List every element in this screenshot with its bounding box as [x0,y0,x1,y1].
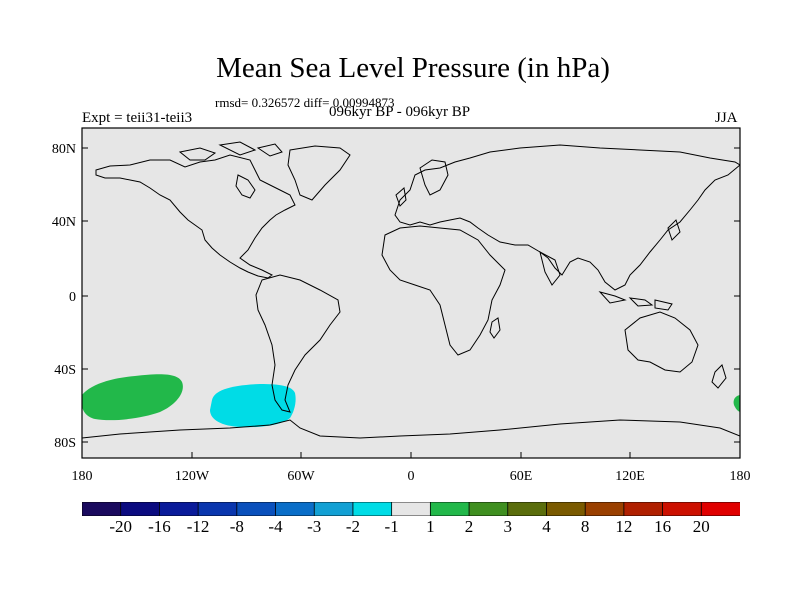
colorbar-label: 2 [464,517,474,536]
drake-passage-negative-anomaly [210,384,296,428]
indonesia-coastline [598,291,673,311]
lat-label-80n: 80N [52,142,76,157]
colorbar [82,502,740,516]
colorbar-swatch [82,502,122,516]
colorbar-swatch [275,502,316,516]
madagascar-coastline [489,317,501,339]
hudson-bay-coastline [235,174,256,199]
lat-label-40s: 40S [54,363,76,378]
new-zealand-coastline [711,364,727,389]
season-label: JJA [715,110,738,126]
australia-coastline [624,311,699,373]
colorbar-swatch [197,502,238,516]
colorbar-label: 20 [692,517,710,536]
colorbar-label: -16 [148,517,171,536]
lon-label-180e: 180 [730,469,751,484]
colorbar-label: -12 [186,517,210,536]
colorbar-swatch [584,502,625,516]
dateline-positive-anomaly [733,395,740,412]
colorbar-swatch [313,502,354,516]
south-pacific-positive-anomaly [82,374,183,421]
longitude-ticks [81,452,741,458]
colorbar-swatch [429,502,470,516]
colorbar-swatch [546,502,587,516]
colorbar-label: -4 [268,517,283,536]
colorbar-swatch [468,502,509,516]
south-america-coastline [255,274,341,413]
colorbar-label: -1 [384,517,399,536]
colorbar-label: 4 [542,517,551,536]
colorbar-label: -2 [345,517,361,536]
eurasia-coastline [394,144,740,291]
colorbar-swatch [120,502,161,516]
british-isles-coastline [395,187,407,207]
colorbar-label: 12 [615,517,633,536]
colorbar-swatch [159,502,200,516]
colorbar-label: -8 [229,517,244,536]
rmsd-diff-stats: rmsd= 0.326572 diff= 0.00994873 [215,95,395,110]
map-background [82,128,740,458]
north-america-coastline [95,154,296,279]
colorbar-swatch [236,502,277,516]
map-title: Mean Sea Level Pressure (in hPa) [216,52,610,84]
india-coastline [539,251,561,286]
colorbar-label: 8 [580,517,590,536]
colorbar-swatch [700,502,740,516]
lon-label-180w: 180 [72,469,93,484]
lon-label-120w: 120W [175,469,210,484]
lat-label-80s: 80S [54,436,76,451]
colorbar-label: 16 [654,517,672,536]
lat-label-eq: 0 [69,290,76,305]
period-label: 096kyr BP - 096kyr BP [329,104,471,120]
colorbar-swatch [391,502,432,516]
experiment-label: Expt = teii31-teii3 [82,110,193,126]
colorbar-label: 3 [503,517,513,536]
lon-label-120e: 120E [615,469,645,484]
lon-label-60w: 60W [287,469,315,484]
latitude-ticks [82,147,740,443]
colorbar-swatch [507,502,548,516]
arctic-islands-coastline [178,141,283,161]
colorbar-label: -20 [109,517,133,536]
colorbar-swatch [352,502,393,516]
colorbar-label: -3 [307,517,322,536]
lat-label-40n: 40N [52,215,76,230]
colorbar-swatch [623,502,664,516]
lon-label-0: 0 [408,469,415,484]
colorbar-swatch [662,502,703,516]
japan-coastline [667,219,681,241]
africa-coastline [381,225,506,356]
antarctica-coastline [82,419,740,439]
colorbar-label: 1 [426,517,435,536]
scandinavia-coastline [419,159,449,196]
greenland-coastline [287,145,351,201]
lon-label-60e: 60E [510,469,533,484]
